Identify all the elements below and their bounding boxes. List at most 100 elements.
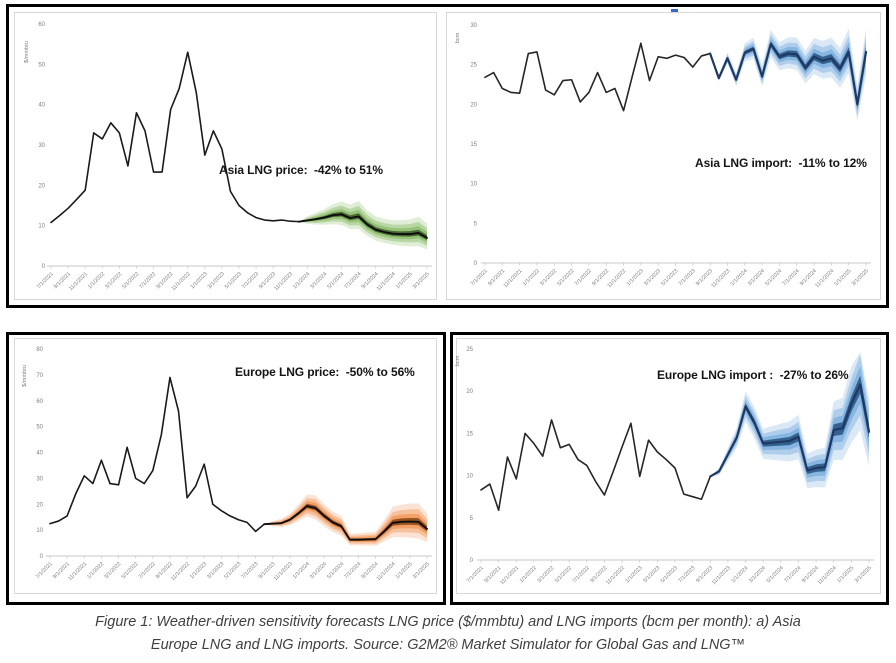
svg-text:1/1/2022: 1/1/2022 xyxy=(522,268,541,287)
svg-text:5: 5 xyxy=(470,516,474,522)
svg-text:0: 0 xyxy=(474,261,478,267)
svg-text:11/1/2021: 11/1/2021 xyxy=(503,268,524,289)
europe-lng-import-y-tick-labels: 0 5 10 15 20 25 xyxy=(466,347,473,564)
svg-text:3/1/2022: 3/1/2022 xyxy=(536,565,555,584)
svg-text:20: 20 xyxy=(36,502,43,508)
svg-text:20: 20 xyxy=(38,183,45,189)
svg-text:40: 40 xyxy=(36,451,43,457)
svg-text:3/1/2022: 3/1/2022 xyxy=(104,271,123,290)
svg-text:1/1/2024: 1/1/2024 xyxy=(292,271,311,290)
asia-lng-import-y-tick-labels: 0 5 10 15 20 25 30 xyxy=(470,23,477,267)
europe-lng-price-y-axis-title: $/mmbtu xyxy=(22,365,28,387)
svg-text:25: 25 xyxy=(470,63,477,69)
svg-text:5/1/2022: 5/1/2022 xyxy=(554,565,573,584)
svg-text:11/1/2023: 11/1/2023 xyxy=(711,565,732,586)
svg-text:1/1/2025: 1/1/2025 xyxy=(395,271,414,290)
svg-text:11/1/2021: 11/1/2021 xyxy=(68,271,89,292)
svg-text:30: 30 xyxy=(470,23,477,29)
svg-text:3/1/2023: 3/1/2023 xyxy=(207,271,226,290)
asia-lng-import-y-axis-title: bcm xyxy=(455,32,461,43)
svg-text:0: 0 xyxy=(470,558,474,564)
europe-lng-price-x-tick-labels: 7/1/20219/1/202111/1/20211/1/20223/1/202… xyxy=(35,556,431,582)
svg-text:11/1/2024: 11/1/2024 xyxy=(817,565,838,586)
europe-lng-import-annotation: Europe LNG import : -27% to 26% xyxy=(657,368,849,382)
asia-lng-price-chart-frame xyxy=(14,12,437,300)
asia-lng-price-y-tick-labels: 0 10 20 30 40 50 60 xyxy=(38,22,45,270)
svg-text:1/1/2024: 1/1/2024 xyxy=(730,268,749,287)
svg-text:11/1/2023: 11/1/2023 xyxy=(273,561,294,582)
svg-text:3/1/2023: 3/1/2023 xyxy=(642,565,661,584)
svg-text:25: 25 xyxy=(466,347,473,353)
svg-text:1/1/2023: 1/1/2023 xyxy=(189,561,208,580)
svg-text:1/1/2022: 1/1/2022 xyxy=(86,561,105,580)
svg-text:11/1/2021: 11/1/2021 xyxy=(499,565,520,586)
asia-lng-price-y-axis-title: $/mmbtu xyxy=(24,41,30,63)
svg-text:70: 70 xyxy=(36,373,43,379)
asia-lng-price-chart: 7/1/20219/1/202111/1/20211/1/20223/1/202… xyxy=(24,22,432,292)
svg-text:3/1/2025: 3/1/2025 xyxy=(412,271,431,290)
europe-lng-import-y-axis-title: bcm xyxy=(455,355,461,366)
svg-text:1/1/2024: 1/1/2024 xyxy=(292,561,311,580)
svg-text:3/1/2023: 3/1/2023 xyxy=(206,561,225,580)
svg-text:7/1/2024: 7/1/2024 xyxy=(343,271,362,290)
svg-text:3/1/2024: 3/1/2024 xyxy=(747,268,766,287)
svg-text:20: 20 xyxy=(470,102,477,108)
svg-text:5/1/2024: 5/1/2024 xyxy=(764,268,783,287)
svg-text:1/1/2024: 1/1/2024 xyxy=(730,565,749,584)
svg-text:5/1/2022: 5/1/2022 xyxy=(121,271,140,290)
svg-text:3/1/2022: 3/1/2022 xyxy=(539,268,558,287)
asia-lng-price-annotation: Asia LNG price: -42% to 51% xyxy=(219,163,383,177)
figure-caption-line-2: Europe LNG and LNG imports. Source: G2M2… xyxy=(150,637,746,654)
svg-text:1/1/2022: 1/1/2022 xyxy=(87,271,106,290)
svg-text:7/1/2023: 7/1/2023 xyxy=(241,271,260,290)
europe-lng-price-chart: 7/1/20219/1/202111/1/20211/1/20223/1/202… xyxy=(22,347,432,582)
svg-text:1/1/2022: 1/1/2022 xyxy=(519,565,538,584)
svg-text:3/1/2025: 3/1/2025 xyxy=(854,565,873,584)
svg-text:11/1/2021: 11/1/2021 xyxy=(67,561,88,582)
svg-text:7/1/2021: 7/1/2021 xyxy=(466,565,485,584)
svg-text:5/1/2024: 5/1/2024 xyxy=(326,561,345,580)
svg-text:3/1/2024: 3/1/2024 xyxy=(748,565,767,584)
europe-lng-import-chart: 7/1/20219/1/202111/1/20211/1/20223/1/202… xyxy=(455,347,874,586)
svg-text:7/1/2024: 7/1/2024 xyxy=(343,561,362,580)
svg-text:20: 20 xyxy=(466,389,473,395)
svg-text:50: 50 xyxy=(36,425,43,431)
europe-lng-price-chart-frame xyxy=(14,338,437,594)
svg-text:30: 30 xyxy=(38,143,45,149)
svg-text:3/1/2024: 3/1/2024 xyxy=(309,561,328,580)
asia-lng-import-forecast-line xyxy=(709,42,868,106)
svg-text:11/1/2024: 11/1/2024 xyxy=(376,271,397,292)
blue-dash-artifact xyxy=(671,9,678,12)
svg-text:11/1/2024: 11/1/2024 xyxy=(376,561,397,582)
svg-text:3/1/2025: 3/1/2025 xyxy=(851,268,870,287)
figure-caption: Figure 1: Weather-driven sensitivity for… xyxy=(0,611,896,657)
svg-text:60: 60 xyxy=(36,399,43,405)
svg-text:1/1/2023: 1/1/2023 xyxy=(190,271,209,290)
svg-text:40: 40 xyxy=(38,103,45,109)
svg-text:1/1/2023: 1/1/2023 xyxy=(625,565,644,584)
svg-text:3/1/2022: 3/1/2022 xyxy=(103,561,122,580)
svg-text:5: 5 xyxy=(474,221,478,227)
svg-text:7/1/2022: 7/1/2022 xyxy=(138,561,157,580)
svg-text:3/1/2024: 3/1/2024 xyxy=(309,271,328,290)
svg-text:7/1/2024: 7/1/2024 xyxy=(782,268,801,287)
svg-text:7/1/2021: 7/1/2021 xyxy=(36,271,55,290)
europe-lng-import-x-tick-labels: 7/1/20219/1/202111/1/20211/1/20223/1/202… xyxy=(466,560,873,586)
svg-text:1/1/2025: 1/1/2025 xyxy=(395,561,414,580)
svg-text:0: 0 xyxy=(40,554,44,560)
svg-text:7/1/2021: 7/1/2021 xyxy=(470,268,489,287)
svg-text:10: 10 xyxy=(466,474,473,480)
svg-text:11/1/2022: 11/1/2022 xyxy=(607,268,628,289)
europe-lng-import-forecast-line xyxy=(709,383,871,478)
svg-text:15: 15 xyxy=(470,142,477,148)
europe-lng-price-annotation: Europe LNG price: -50% to 56% xyxy=(235,365,415,379)
svg-text:80: 80 xyxy=(36,347,43,353)
svg-text:5/1/2023: 5/1/2023 xyxy=(660,268,679,287)
svg-text:1/1/2025: 1/1/2025 xyxy=(834,268,853,287)
europe-lng-price-forecast-line xyxy=(263,505,428,541)
svg-text:11/1/2022: 11/1/2022 xyxy=(605,565,626,586)
svg-text:7/1/2022: 7/1/2022 xyxy=(138,271,157,290)
asia-lng-price-forecast-band xyxy=(298,200,427,250)
